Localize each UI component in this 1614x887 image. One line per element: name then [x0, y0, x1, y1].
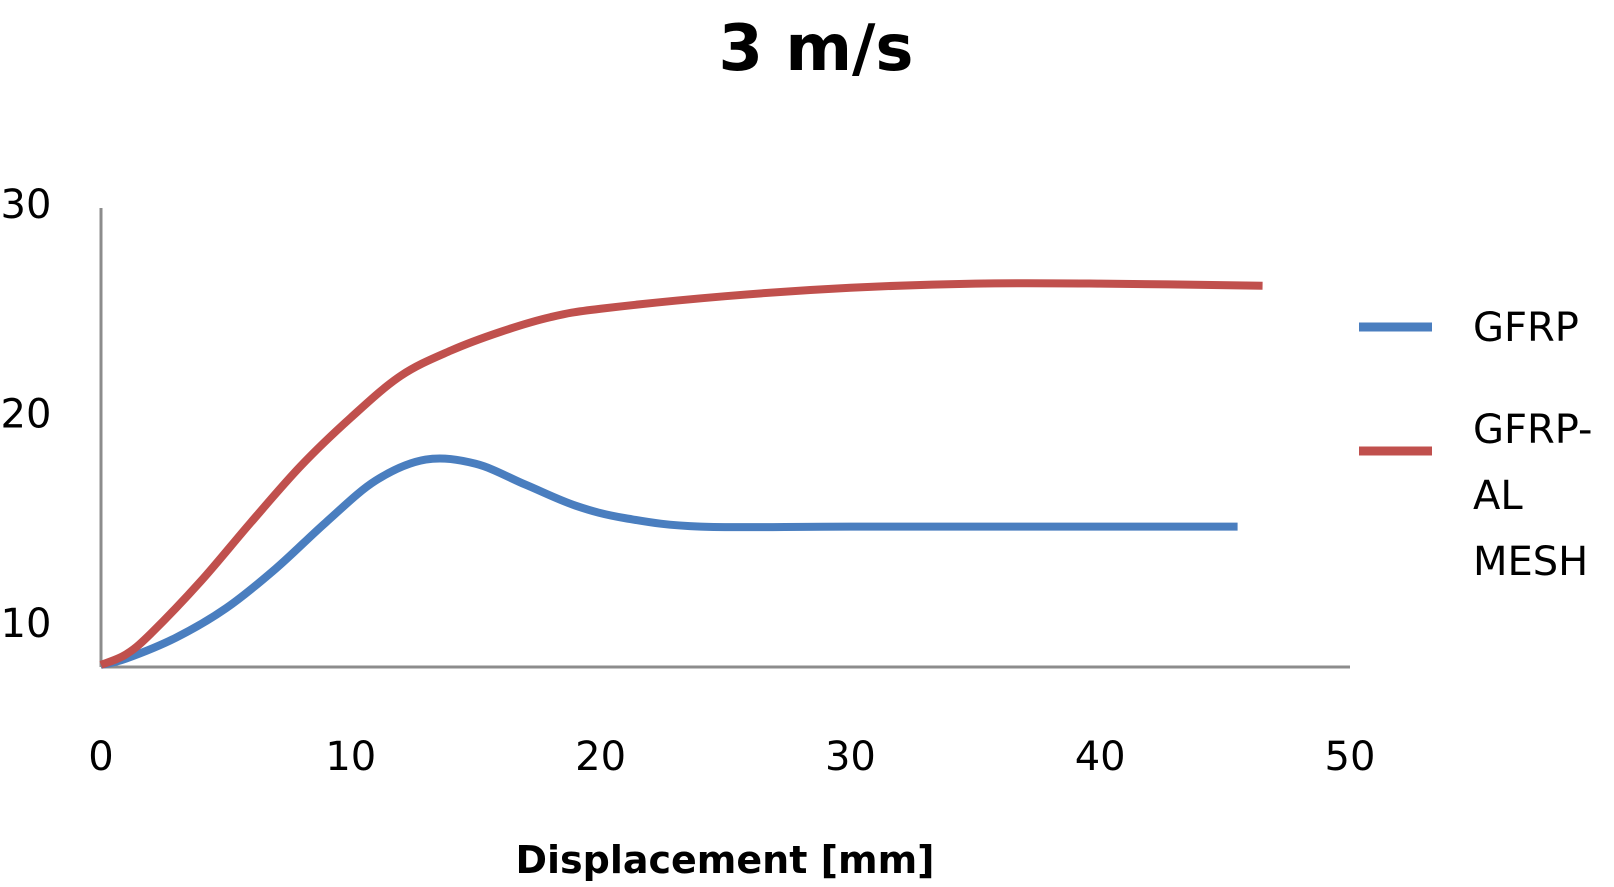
x-tick-label: 0 [88, 734, 113, 780]
y-tick-labels: 10 20 30 [1, 182, 52, 647]
series-line-gfrp [100, 454, 1238, 669]
y-tick-label: 20 [1, 392, 52, 438]
legend-item: GFRP [1359, 305, 1579, 351]
x-tick-label: 10 [325, 734, 376, 780]
x-tick-label: 50 [1325, 734, 1376, 780]
legend-label: MESH [1473, 539, 1588, 585]
series-layer [99, 279, 1263, 669]
series-line-gfrp-al-mesh [99, 279, 1263, 669]
chart-title: 3 m/s [719, 12, 914, 86]
legend-label: GFRP [1473, 305, 1579, 351]
x-tick-labels: 0 10 20 30 40 50 [88, 734, 1375, 780]
legend: GFRP GFRP- AL MESH [1359, 305, 1592, 585]
x-tick-label: 40 [1075, 734, 1126, 780]
legend-label: GFRP- [1473, 407, 1592, 453]
legend-label: AL [1473, 473, 1523, 519]
legend-item: GFRP- AL MESH [1359, 407, 1592, 585]
x-tick-label: 30 [825, 734, 876, 780]
x-axis-label: Displacement [mm] [515, 838, 934, 882]
axes [99, 208, 1350, 669]
x-tick-label: 20 [575, 734, 626, 780]
y-tick-label: 10 [1, 601, 52, 647]
y-tick-label: 30 [1, 182, 52, 228]
